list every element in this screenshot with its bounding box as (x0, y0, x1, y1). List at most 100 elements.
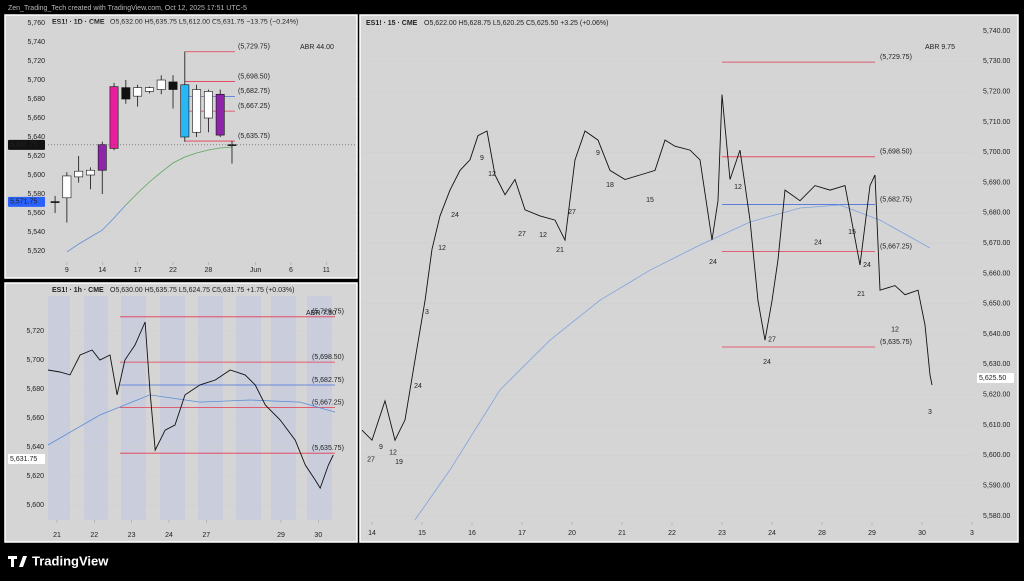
x-tick-label: 23 (128, 532, 136, 539)
y-tick-label: 5,620.00 (983, 392, 1010, 399)
count-label: 27 (518, 231, 526, 238)
level-label: (5,682.75) (312, 377, 344, 384)
y-tick-label: 5,580.00 (983, 513, 1010, 520)
y-tick-label: 5,650.00 (983, 301, 1010, 308)
count-label: 12 (891, 327, 899, 334)
x-tick-label: 27 (202, 532, 210, 539)
session-band (271, 296, 296, 520)
price-tag-label: 5,625.50 (979, 375, 1006, 382)
candle-body (74, 170, 84, 178)
x-tick-label: Jun (250, 267, 261, 274)
chart-title: ES1! · 1h · CME (52, 287, 104, 294)
x-tick-label: 28 (818, 530, 826, 537)
count-label: 24 (814, 240, 822, 247)
x-tick-label: 30 (918, 530, 926, 537)
x-tick-label: 17 (518, 530, 526, 537)
candle-body (50, 201, 60, 203)
y-tick-label: 5,600.00 (983, 452, 1010, 459)
y-tick-label: 5,610.00 (983, 422, 1010, 429)
count-label: 24 (414, 383, 422, 390)
x-tick-label: 24 (165, 532, 173, 539)
x-tick-label: 3 (970, 530, 974, 537)
price-tag-label: 5,571.75 (10, 199, 37, 206)
chart: ES1! · 1h · CME O5,630.00 H5,635.75 L5,62… (8, 287, 344, 539)
price-tag-label: 5,631.75 (10, 456, 37, 463)
x-tick-label: 28 (204, 267, 212, 274)
y-tick-label: 5,720.00 (983, 88, 1010, 95)
count-label: 3 (928, 409, 932, 416)
count-label: 24 (763, 359, 771, 366)
x-tick-label: 14 (368, 530, 376, 537)
level-label: (5,635.75) (880, 339, 912, 346)
price-tag (8, 453, 45, 464)
logo: TradingView (8, 553, 109, 568)
count-label: 15 (646, 197, 654, 204)
y-tick-label: 5,620 (27, 153, 45, 160)
level-label: (5,698.50) (312, 354, 344, 361)
series-line (414, 204, 931, 521)
credit: Zen_Trading_Tech created with TradingVie… (8, 5, 247, 12)
candle-body (192, 89, 202, 133)
y-tick-label: 5,680 (26, 386, 44, 393)
y-tick-label: 5,720 (26, 328, 44, 335)
candle-body (180, 84, 190, 138)
count-label: 27 (768, 337, 776, 344)
y-tick-label: 5,640 (26, 444, 44, 451)
price-tag-label: 5,631.75 (10, 142, 37, 149)
ohlc-readout: O5,630.00 H5,635.75 L5,624.75 C5,631.75 … (110, 287, 294, 294)
candle-body (86, 169, 95, 176)
x-tick-label: 16 (468, 530, 476, 537)
count-label: 19 (395, 459, 403, 466)
x-tick-label: 29 (277, 532, 285, 539)
y-tick-label: 5,740.00 (983, 28, 1010, 35)
y-tick-label: 5,620 (26, 473, 44, 480)
series-line (361, 94, 933, 442)
count-label: 18 (606, 182, 614, 189)
level-label: (5,635.75) (238, 133, 270, 140)
y-tick-label: 5,600 (27, 172, 45, 179)
y-tick-label: 5,670.00 (983, 240, 1010, 247)
y-tick-label: 5,730.00 (983, 58, 1010, 65)
x-tick-label: 29 (868, 530, 876, 537)
session-band (84, 296, 108, 520)
y-tick-label: 5,560 (27, 210, 45, 217)
series-line (125, 146, 233, 206)
level-label: (5,682.75) (880, 196, 912, 203)
count-label: 24 (451, 212, 459, 219)
y-tick-label: 5,520 (27, 248, 45, 255)
count-label: 3 (425, 309, 429, 316)
count-label: 12 (734, 184, 742, 191)
brand: TradingView (32, 553, 109, 568)
series-line (66, 204, 127, 253)
logo-mark (8, 556, 27, 567)
level-label: (5,635.75) (312, 445, 344, 452)
level-label: (5,729.75) (880, 54, 912, 61)
y-tick-label: 5,700.00 (983, 149, 1010, 156)
level-label: (5,729.75) (238, 44, 270, 51)
count-label: 12 (438, 245, 446, 252)
y-tick-label: 5,580 (27, 191, 45, 198)
count-label: 24 (709, 259, 717, 266)
chart-title: ES1! · 1D · CME (52, 19, 105, 26)
count-label: 9 (379, 444, 383, 451)
x-tick-label: 21 (53, 532, 61, 539)
candle-body (121, 87, 131, 100)
candle-body (97, 144, 107, 171)
count-label: 9 (480, 155, 484, 162)
chart: ES1! · 15 · CME O5,622.00 H5,628.75 L5,62… (361, 20, 1014, 537)
y-tick-label: 5,760 (27, 20, 45, 27)
count-label: 12 (539, 232, 547, 239)
session-band (48, 296, 70, 520)
candle-body (62, 175, 72, 199)
panel-daily (4, 14, 358, 279)
y-tick-label: 5,660.00 (983, 270, 1010, 277)
candle-body (168, 81, 178, 90)
y-tick-label: 5,680.00 (983, 210, 1010, 217)
y-tick-label: 5,690.00 (983, 179, 1010, 186)
x-tick-label: 22 (668, 530, 676, 537)
candle-body (133, 87, 143, 97)
count-label: 21 (556, 247, 564, 254)
level-label: (5,682.75) (238, 88, 270, 95)
y-tick-label: 5,660 (27, 115, 45, 122)
